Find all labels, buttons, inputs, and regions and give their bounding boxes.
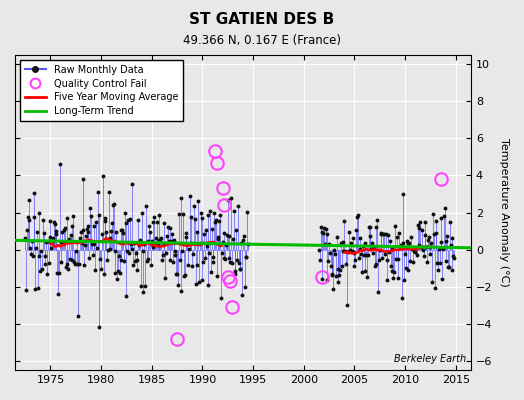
Text: 49.366 N, 0.167 E (France): 49.366 N, 0.167 E (France) [183,34,341,47]
Y-axis label: Temperature Anomaly (°C): Temperature Anomaly (°C) [499,138,509,287]
Text: Berkeley Earth: Berkeley Earth [394,354,466,364]
Text: ST GATIEN DES B: ST GATIEN DES B [189,12,335,27]
Legend: Raw Monthly Data, Quality Control Fail, Five Year Moving Average, Long-Term Tren: Raw Monthly Data, Quality Control Fail, … [20,60,183,121]
